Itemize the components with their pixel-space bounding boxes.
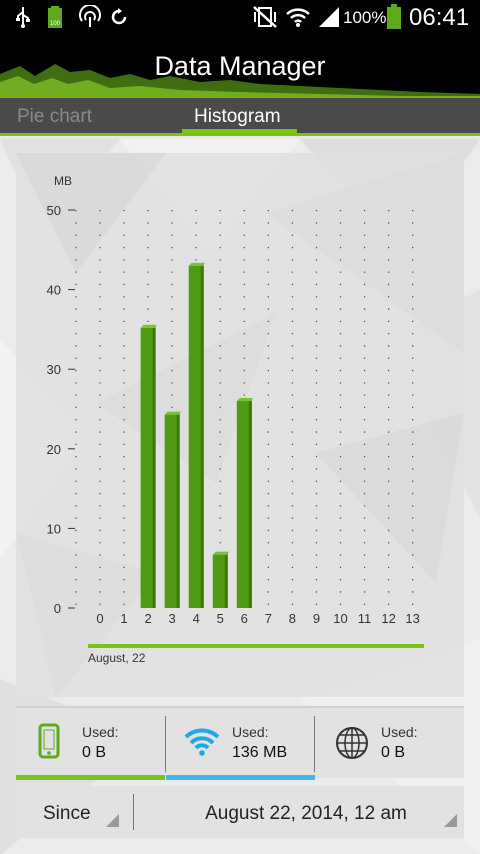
- tab-pie-chart[interactable]: Pie chart: [17, 106, 92, 127]
- sync-icon: [108, 0, 130, 34]
- tab-histogram[interactable]: Histogram: [194, 106, 281, 127]
- y-tick-label: 10: [47, 521, 61, 536]
- x-tick-label: 5: [217, 611, 224, 626]
- usage-wifi-underline: [166, 775, 315, 780]
- y-axis-unit: MB: [54, 174, 72, 188]
- app-title: Data Manager: [154, 51, 326, 81]
- usage-mobile-label: Used:: [82, 724, 119, 740]
- usage-divider: [314, 716, 315, 772]
- clock: 06:41: [409, 4, 470, 31]
- since-spinner[interactable]: Since: [43, 803, 91, 824]
- wifi-icon: [184, 726, 220, 761]
- x-tick-label: 13: [405, 611, 419, 626]
- spinner-arrow-icon: [444, 814, 457, 827]
- signal-icon: [316, 0, 342, 34]
- usage-divider: [165, 716, 166, 772]
- usage-wifi-label: Used:: [232, 724, 269, 740]
- histogram-panel: MB 0 10 20 30 40 50 0 1 2 3 4 5 6 7 8 9 10 11 12 13 August…: [16, 153, 464, 697]
- x-tick-label: 6: [241, 611, 248, 626]
- spinner-arrow-icon: [106, 814, 119, 827]
- bar: [236, 398, 253, 608]
- y-tick-label: 0: [54, 601, 61, 616]
- battery-full-small-icon: 100: [44, 0, 66, 34]
- usage-wifi-value: 136 MB: [232, 744, 288, 761]
- since-date-picker[interactable]: August 22, 2014, 12 am: [205, 803, 407, 824]
- globe-icon: [335, 726, 369, 765]
- y-tick-label: 40: [47, 283, 61, 298]
- svg-text:100: 100: [50, 21, 61, 27]
- x-tick-label: 9: [313, 611, 320, 626]
- y-tick-label: 50: [47, 203, 61, 218]
- header-mountain-graphic: [0, 64, 480, 98]
- usage-roaming-label: Used:: [381, 724, 418, 740]
- wifi-icon: [284, 0, 312, 34]
- x-tick-label: 8: [289, 611, 296, 626]
- x-tick-label: 1: [120, 611, 127, 626]
- usage-wifi[interactable]: Used: 136 MB: [166, 708, 315, 780]
- nfc-icon: [77, 0, 103, 34]
- vibrate-mute-icon: [250, 0, 280, 34]
- x-tick-label: 0: [96, 611, 103, 626]
- usage-panel: Used: 0 B Used: 136 MB Used: 0 B: [16, 706, 464, 780]
- y-tick-label: 30: [47, 362, 61, 377]
- x-tick-label: 10: [333, 611, 347, 626]
- x-tick-label: 4: [193, 611, 200, 626]
- status-bar: 100 100% 06:41: [0, 0, 480, 34]
- x-tick-label: 3: [169, 611, 176, 626]
- usage-mobile-value: 0 B: [82, 744, 107, 761]
- x-tick-label: 2: [144, 611, 151, 626]
- period-indicator-bar: [88, 644, 424, 648]
- bar: [140, 324, 157, 608]
- since-panel: Since August 22, 2014, 12 am: [16, 786, 464, 838]
- bar: [188, 262, 205, 608]
- battery-percent: 100%: [343, 8, 387, 27]
- usage-mobile[interactable]: Used: 0 B: [16, 708, 165, 780]
- usb-icon: [12, 0, 34, 34]
- battery-icon: [384, 0, 404, 34]
- phone-icon: [38, 723, 60, 764]
- tab-selected-indicator: [182, 129, 297, 133]
- x-tick-label: 7: [265, 611, 272, 626]
- app-header: Data Manager: [0, 34, 480, 98]
- usage-roaming-value: 0 B: [381, 744, 406, 761]
- bar: [212, 551, 229, 608]
- tab-bar: Pie chart Histogram: [0, 98, 480, 136]
- bar: [164, 411, 181, 608]
- usage-mobile-underline: [16, 775, 165, 780]
- x-tick-label: 11: [358, 611, 372, 626]
- period-label: August, 22: [88, 651, 146, 665]
- x-tick-label: 12: [381, 611, 395, 626]
- y-tick-label: 20: [47, 442, 61, 457]
- usage-roaming[interactable]: Used: 0 B: [315, 708, 464, 780]
- since-divider: [133, 794, 134, 830]
